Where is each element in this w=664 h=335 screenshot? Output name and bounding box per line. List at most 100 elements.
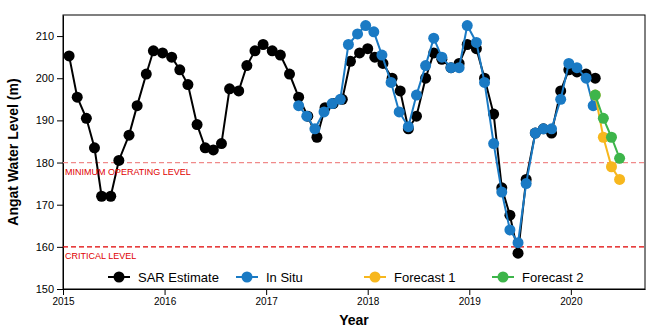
series-point — [488, 138, 499, 149]
x-tick-mark — [63, 289, 64, 295]
legend-marker — [370, 272, 381, 283]
y-tick-label: 160 — [36, 241, 54, 253]
series-point — [293, 100, 304, 111]
series-line — [595, 95, 619, 179]
y-tick-mark — [57, 205, 63, 206]
legend-label: Forecast 1 — [394, 270, 455, 285]
series-point — [394, 106, 405, 117]
series-point — [513, 237, 524, 248]
series-point — [368, 26, 379, 37]
series-point — [64, 50, 75, 61]
reference-line — [63, 162, 645, 163]
series-point — [343, 39, 354, 50]
series-point — [496, 187, 507, 198]
series-point — [241, 60, 252, 71]
x-tick-label: 2016 — [154, 296, 177, 307]
legend-label: In Situ — [266, 270, 303, 285]
y-tick-mark — [57, 78, 63, 79]
series-point — [233, 85, 244, 96]
series-point — [174, 64, 185, 75]
y-axis-title: Angat Water Level (m) — [5, 78, 21, 225]
x-axis-line — [64, 289, 646, 290]
series-point — [420, 60, 431, 71]
data-layer — [63, 20, 645, 259]
plot-area: 2015201620172018201920201501601701801902… — [36, 15, 646, 307]
series-point — [581, 73, 592, 84]
series-point — [471, 37, 482, 48]
series-point — [362, 43, 373, 54]
x-tick-label: 2015 — [52, 296, 75, 307]
y-tick-label: 150 — [36, 283, 54, 295]
series-line — [299, 26, 594, 243]
series-point — [376, 50, 387, 61]
series-point — [606, 161, 617, 172]
series-point — [72, 92, 83, 103]
x-tick-mark — [469, 289, 470, 295]
series-point — [590, 90, 601, 101]
x-tick-label: 2020 — [560, 296, 583, 307]
x-axis-title: Year — [339, 312, 369, 328]
series-point — [124, 130, 135, 141]
y-tick-label: 200 — [36, 72, 54, 84]
y-tick: 170 — [36, 199, 63, 211]
reference-line — [63, 246, 645, 247]
x-tick: 2016 — [154, 289, 177, 307]
series-point — [335, 94, 346, 105]
series-line — [595, 95, 619, 158]
series-point — [454, 62, 465, 73]
plot-frame — [63, 15, 645, 289]
series-point — [395, 85, 406, 96]
x-tick-mark — [368, 289, 369, 295]
x-axis: 201520162017201820192020 — [52, 289, 645, 307]
series-point — [521, 178, 532, 189]
x-tick: 2015 — [52, 289, 75, 307]
series-point — [258, 39, 269, 50]
series-point — [224, 83, 235, 94]
series-point — [614, 174, 625, 185]
legend-label: SAR Estimate — [138, 270, 219, 285]
series-point — [598, 113, 609, 124]
legend-marker — [498, 272, 509, 283]
series-point — [403, 121, 414, 132]
series-point — [513, 248, 524, 259]
series-point — [411, 90, 422, 101]
series-point — [216, 138, 227, 149]
y-tick-label: 190 — [36, 114, 54, 126]
series-point — [606, 132, 617, 143]
series-point — [301, 111, 312, 122]
y-tick: 190 — [36, 114, 63, 126]
series-point — [182, 79, 193, 90]
x-tick: 2017 — [256, 289, 279, 307]
series-point — [479, 77, 490, 88]
y-tick-mark — [57, 36, 63, 37]
legend-marker — [114, 272, 125, 283]
chart: 2015201620172018201920201501601701801902… — [0, 0, 664, 335]
series-point — [614, 153, 625, 164]
series-point — [436, 52, 447, 63]
series-point — [555, 94, 566, 105]
series-point — [148, 45, 159, 56]
series-point — [504, 224, 515, 235]
series-point — [386, 77, 397, 88]
series-point — [462, 20, 473, 31]
y-tick: 150 — [36, 283, 63, 295]
y-tick-mark — [57, 289, 63, 290]
series-point — [192, 119, 203, 130]
y-tick-label: 170 — [36, 199, 54, 211]
series-point — [546, 123, 557, 134]
series-point — [105, 191, 116, 202]
y-tick-mark — [57, 120, 63, 121]
series-point — [113, 155, 124, 166]
series-point — [81, 113, 92, 124]
series-point — [352, 28, 363, 39]
y-tick-label: 180 — [36, 157, 54, 169]
series-point — [319, 106, 330, 117]
legend-label: Forecast 2 — [522, 270, 583, 285]
reference-label: CRITICAL LEVEL — [65, 251, 136, 261]
series-point — [590, 90, 601, 101]
series-point — [132, 100, 143, 111]
series-point — [571, 62, 582, 73]
x-tick-mark — [266, 289, 267, 295]
series-line — [69, 45, 595, 254]
series-point — [275, 50, 286, 61]
